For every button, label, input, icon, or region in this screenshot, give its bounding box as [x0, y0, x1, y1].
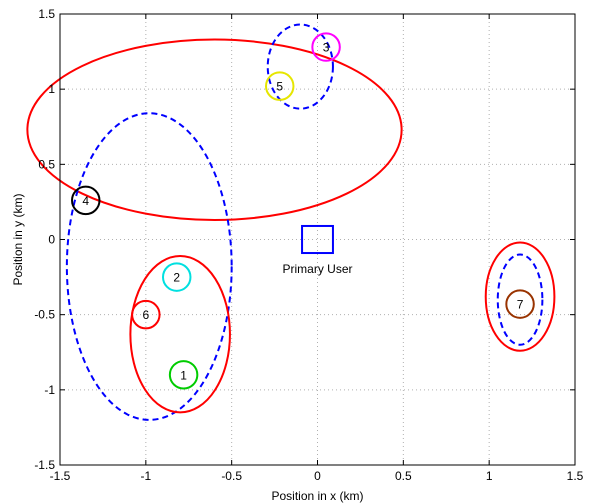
node-3-label: 3	[323, 41, 330, 55]
x-tick-label: 0	[314, 469, 321, 483]
x-tick-label: 1	[486, 469, 493, 483]
x-tick-label: -1	[140, 469, 151, 483]
node-6-label: 6	[142, 308, 149, 322]
x-tick-label: 1.5	[567, 469, 584, 483]
x-tick-label: -0.5	[221, 469, 242, 483]
plot-frame-bg	[60, 14, 575, 465]
plot-area: Primary User 1 2 3 4 5 6 7 -1.5 -1 -0.5 0 0.5 1 1.5 -…	[27, 7, 583, 483]
y-tick-label: 0	[48, 233, 55, 247]
y-tick-label: -1.5	[34, 458, 55, 472]
node-7-label: 7	[517, 298, 524, 312]
node-2-label: 2	[173, 271, 180, 285]
y-tick-label: 1	[48, 82, 55, 96]
y-tick-label: 0.5	[38, 157, 55, 171]
y-axis-label: Position in y (km)	[11, 193, 25, 285]
node-5-label: 5	[276, 80, 283, 94]
node-4-label: 4	[82, 194, 89, 208]
y-tick-label: -1	[44, 383, 55, 397]
y-tick-label: 1.5	[38, 7, 55, 21]
x-axis-label: Position in x (km)	[271, 489, 363, 503]
node-1-label: 1	[180, 368, 187, 382]
x-tick-label: 0.5	[395, 469, 412, 483]
y-tick-label: -0.5	[34, 308, 55, 322]
primary-user-label: Primary User	[282, 262, 352, 276]
